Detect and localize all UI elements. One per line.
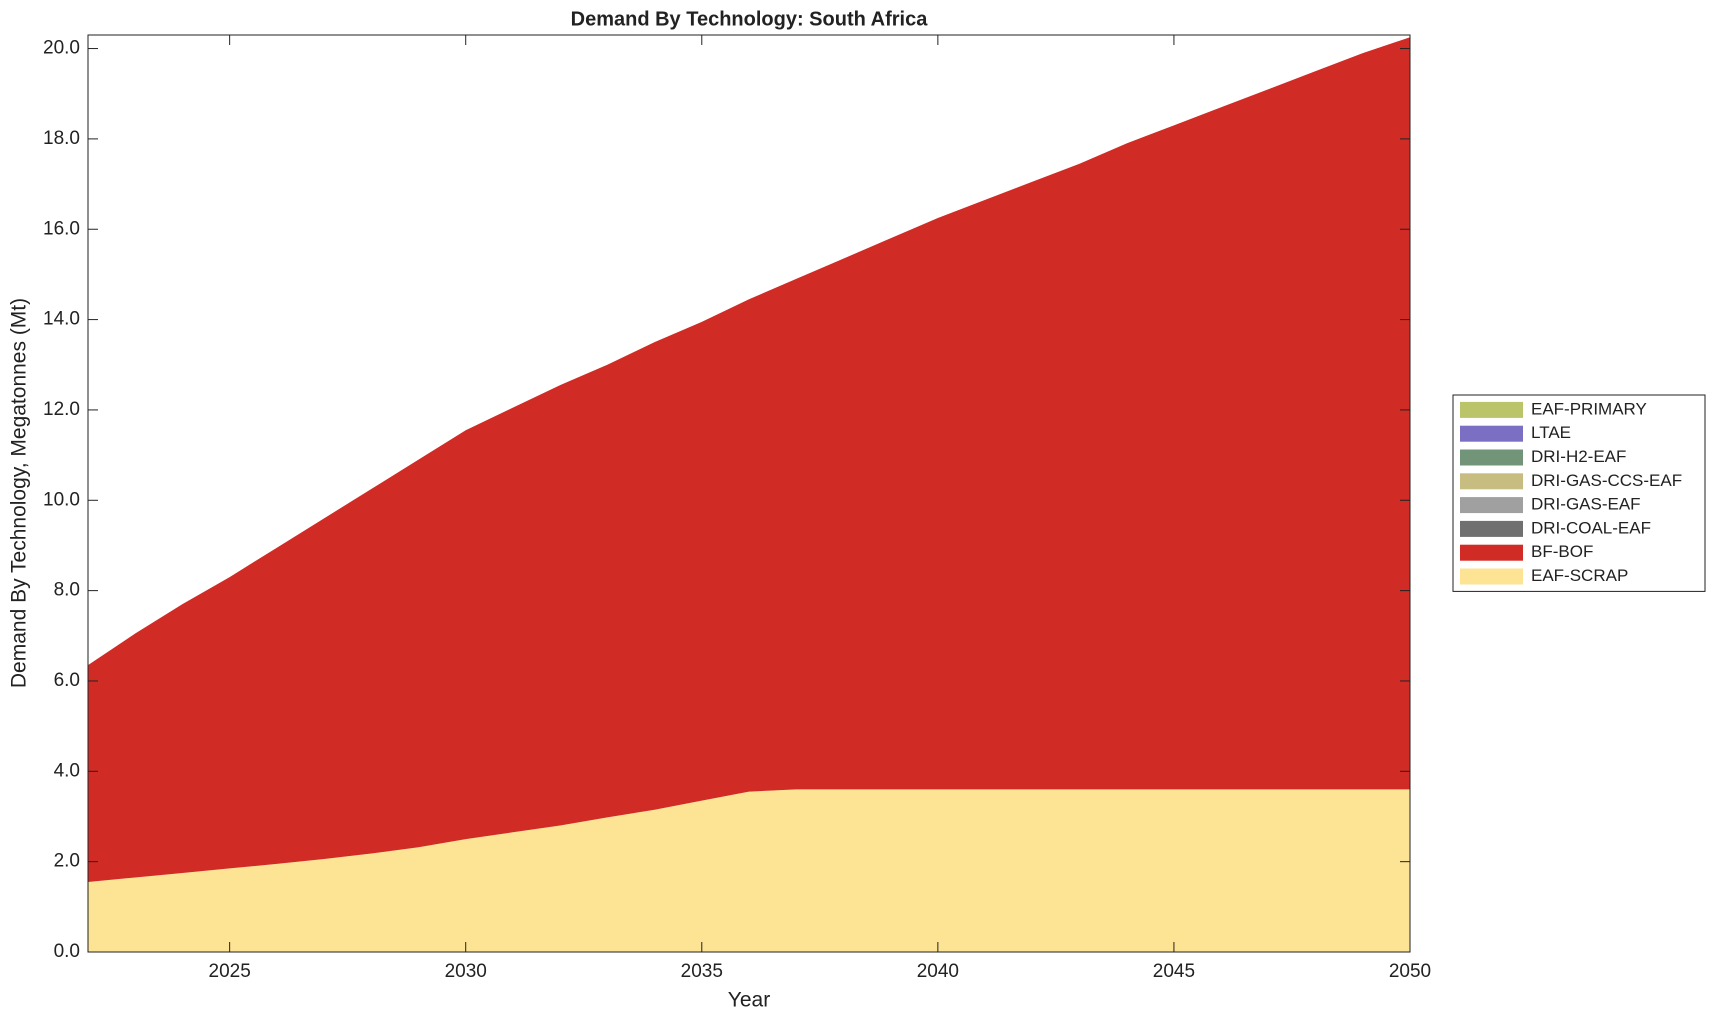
- area: [88, 37, 1410, 882]
- y-tick-label: 18.0: [43, 128, 80, 149]
- legend-swatch: [1460, 449, 1523, 466]
- y-tick-label: 8.0: [54, 580, 80, 601]
- y-tick-label: 0.0: [54, 941, 80, 962]
- x-tick-label: 2030: [445, 961, 487, 982]
- legend-label: EAF-PRIMARY: [1531, 399, 1647, 418]
- x-axis-label: Year: [728, 989, 770, 1012]
- legend-box: [1452, 394, 1706, 592]
- legend-label: DRI-H2-EAF: [1531, 447, 1626, 466]
- legend-label: DRI-GAS-EAF: [1531, 495, 1641, 514]
- legend-swatch: [1460, 473, 1523, 490]
- legend-label: LTAE: [1531, 423, 1571, 442]
- y-tick-label: 16.0: [43, 218, 80, 239]
- legend-swatch: [1460, 425, 1523, 442]
- legend-swatch: [1460, 568, 1523, 585]
- y-tick-label: 14.0: [43, 309, 80, 330]
- y-tick-label: 10.0: [43, 489, 80, 510]
- x-tick-label: 2040: [917, 961, 959, 982]
- legend-label: BF-BOF: [1531, 542, 1593, 561]
- x-tick-label: 2025: [209, 961, 251, 982]
- y-axis-label: Demand By Technology, Megatonnes (Mt): [8, 298, 31, 688]
- legend-swatch: [1460, 544, 1523, 561]
- plot-frame: [87, 34, 1411, 953]
- chart-title: Demand By Technology: South Africa: [571, 8, 929, 30]
- y-tick-label: 4.0: [54, 760, 80, 781]
- y-tick-label: 20.0: [43, 38, 80, 59]
- x-tick-label: 2050: [1389, 961, 1431, 982]
- legend-swatch: [1460, 401, 1523, 418]
- legend-label: EAF-SCRAP: [1531, 566, 1628, 585]
- legend-label: DRI-COAL-EAF: [1531, 518, 1651, 537]
- legend-swatch: [1460, 497, 1523, 514]
- y-tick-label: 12.0: [43, 399, 80, 420]
- y-tick-label: 6.0: [54, 670, 80, 691]
- x-tick-label: 2035: [681, 961, 723, 982]
- area: [88, 789, 1410, 952]
- legend-swatch: [1460, 520, 1523, 537]
- x-tick-label: 2045: [1153, 961, 1195, 982]
- y-tick-label: 2.0: [54, 851, 80, 872]
- legend-label: DRI-GAS-CCS-EAF: [1531, 471, 1682, 490]
